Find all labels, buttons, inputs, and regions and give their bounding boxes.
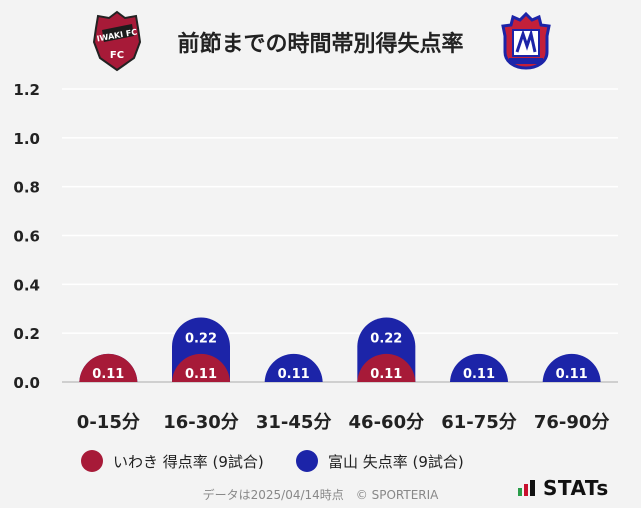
legend-marker-home — [81, 450, 103, 472]
x-tick-label: 61-75分 — [441, 412, 517, 433]
legend-label-home: いわき 得点率 (9試合) — [113, 452, 264, 471]
footer-note: データは2025/04/14時点 © SPORTERIA — [202, 488, 439, 502]
x-tick-label: 31-45分 — [256, 412, 332, 433]
y-tick-label: 0.4 — [13, 276, 40, 294]
kataller-toyama-crest-icon — [499, 11, 553, 74]
chart-title: 前節までの時間帯別得失点率 — [177, 32, 464, 57]
y-tick-label: 0.8 — [13, 179, 40, 197]
bar-chart: 0.0 0.2 0.4 0.6 0.8 1.0 1.2 0.11 0.11 0-15分 0.22 0.… — [13, 81, 618, 433]
data-label-away: 0.11 — [463, 367, 495, 382]
data-label-home: 0.11 — [92, 367, 124, 382]
legend-marker-away — [296, 450, 318, 472]
data-label-away: 0.22 — [370, 332, 402, 347]
data-label-away: 0.22 — [185, 332, 217, 347]
bar-home — [79, 353, 138, 382]
y-tick-label: 0.0 — [13, 374, 40, 392]
x-tick-label: 0-15分 — [77, 412, 140, 433]
x-tick-label: 16-30分 — [163, 412, 239, 433]
legend-item-home: いわき 得点率 (9試合) — [81, 449, 264, 473]
stats-brand-text: STATs — [543, 476, 609, 500]
data-label-away: 0.11 — [278, 367, 310, 382]
y-tick-label: 0.6 — [13, 228, 40, 246]
y-tick-label: 0.2 — [13, 325, 40, 343]
bar-home — [172, 353, 230, 382]
chart-header: IWAKI FC FC 前節までの時間帯別得失点率 — [0, 0, 641, 80]
data-label-home: 0.11 — [185, 367, 217, 382]
bar-away — [450, 353, 508, 382]
svg-text:FC: FC — [110, 50, 124, 61]
iwaki-fc-crest-icon: IWAKI FC FC — [92, 10, 142, 76]
stats-brand-icon — [518, 480, 535, 496]
chart-legend: いわき 得点率 (9試合) 富山 失点率 (9試合) — [0, 446, 641, 476]
bar-away — [264, 353, 323, 382]
bar-home — [357, 353, 416, 382]
x-tick-label: 76-90分 — [534, 412, 610, 433]
stats-brand-logo: STATs — [517, 476, 609, 500]
y-tick-label: 1.0 — [13, 130, 40, 148]
legend-item-away: 富山 失点率 (9試合) — [296, 449, 464, 473]
data-label-away: 0.11 — [556, 367, 588, 382]
y-tick-label: 1.2 — [13, 81, 40, 99]
bar-away — [542, 353, 601, 382]
data-label-home: 0.11 — [370, 367, 402, 382]
x-tick-label: 46-60分 — [349, 412, 425, 433]
legend-label-away: 富山 失点率 (9試合) — [328, 452, 464, 471]
